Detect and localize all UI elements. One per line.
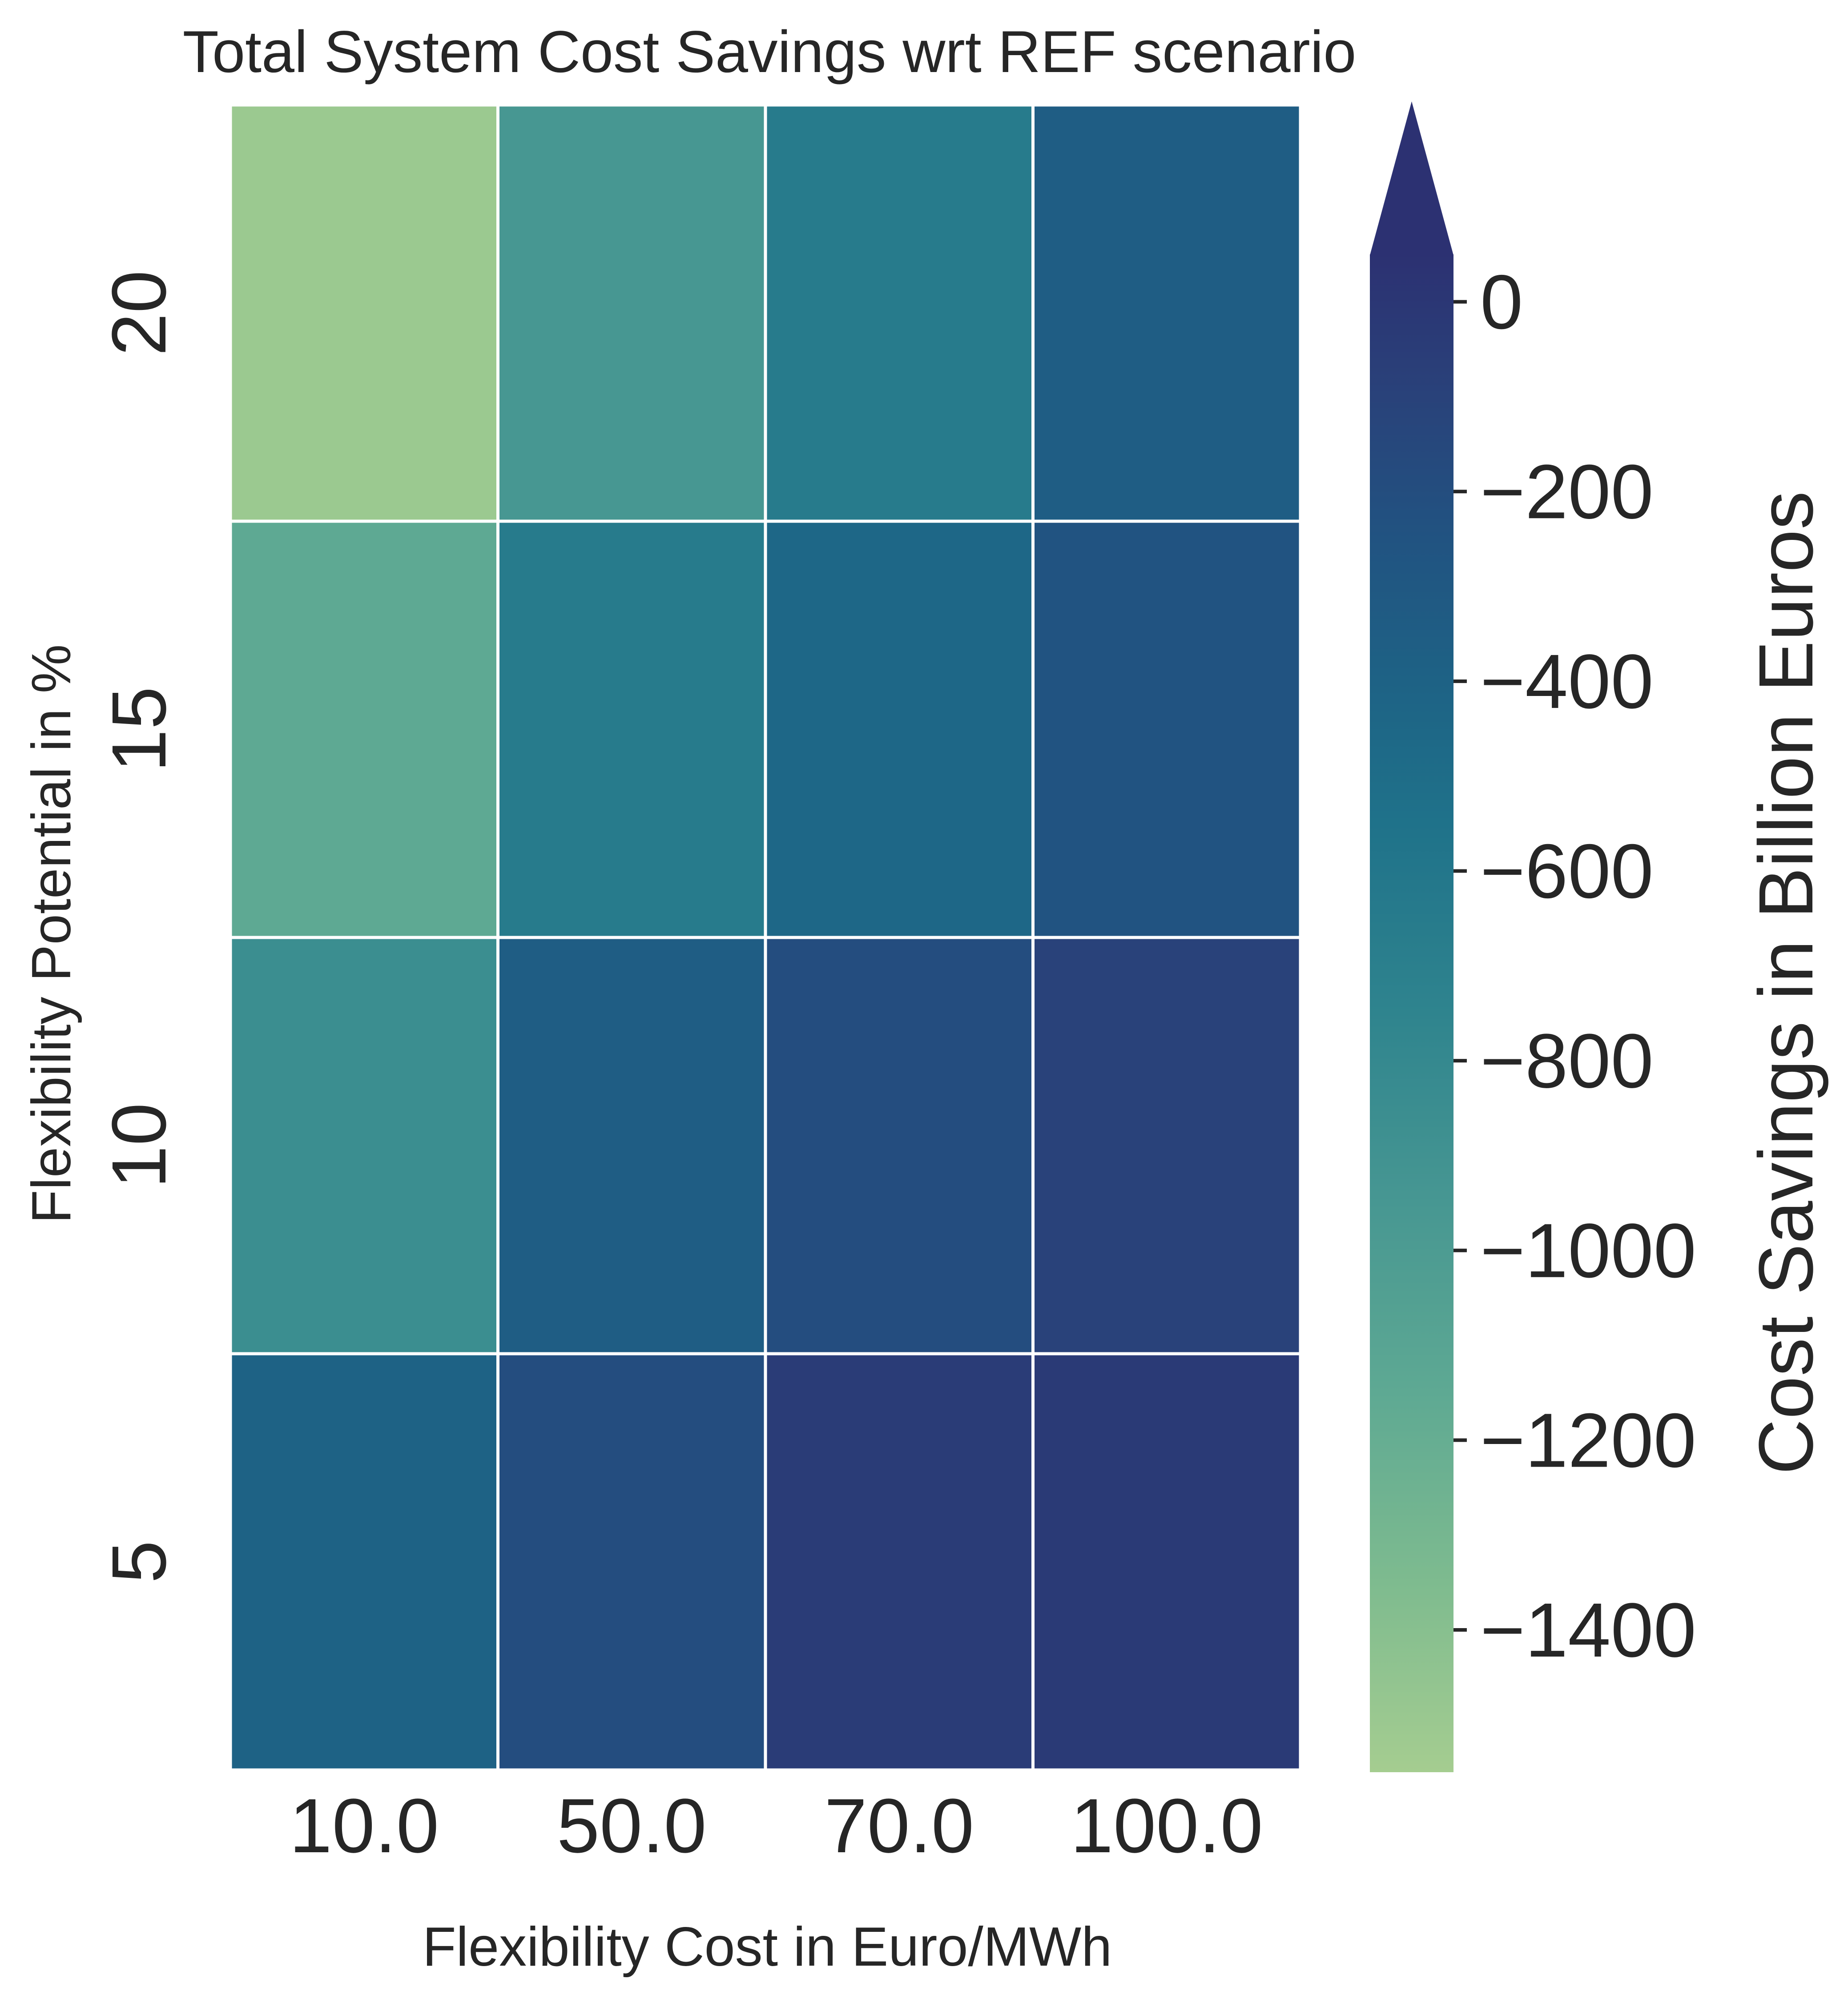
heatmap-cell — [764, 103, 1035, 523]
colorbar-label: Cost Savings in Billion Euros — [1743, 491, 1829, 1475]
y-axis-label: Flexibility Potential in % — [21, 644, 82, 1224]
x-tick-label: 100.0 — [1071, 1782, 1263, 1869]
y-tick-label: 20 — [96, 270, 182, 356]
heatmap-cell — [496, 936, 767, 1355]
colorbar-tick-label: −1400 — [1480, 1587, 1696, 1673]
heatmap-cell — [1031, 103, 1302, 523]
heatmap-cell — [496, 519, 767, 939]
colorbar-tick-label: −200 — [1480, 448, 1654, 535]
x-axis-label: Flexibility Cost in Euro/MWh — [423, 1916, 1112, 1978]
heatmap-cell — [229, 103, 499, 523]
y-tick-labels: 20 15 10 5 — [96, 270, 182, 1583]
x-tick-label: 50.0 — [557, 1782, 707, 1869]
y-tick-label: 15 — [96, 687, 182, 772]
heatmap-cell — [764, 519, 1035, 939]
colorbar: 0 −200 −400 −600 −800 −1000 −1200 −1400 — [1370, 101, 1696, 1772]
heatmap-cell — [496, 1352, 767, 1772]
heatmap-cell — [764, 1352, 1035, 1772]
heatmap-cell — [1031, 519, 1302, 939]
colorbar-ticks: 0 −200 −400 −600 −800 −1000 −1200 −1400 — [1453, 259, 1696, 1673]
x-tick-label: 10.0 — [289, 1782, 439, 1869]
y-tick-label: 5 — [96, 1541, 182, 1583]
heatmap-cell — [229, 519, 499, 939]
heatmap-cell — [496, 103, 767, 523]
chart-title: Total System Cost Savings wrt REF scenar… — [183, 19, 1357, 85]
y-tick-label: 10 — [96, 1103, 182, 1188]
x-tick-label: 70.0 — [824, 1782, 974, 1869]
colorbar-tick-label: −600 — [1480, 828, 1654, 914]
colorbar-tick-label: 0 — [1480, 259, 1523, 345]
x-tick-labels: 10.0 50.0 70.0 100.0 — [289, 1782, 1263, 1869]
colorbar-gradient — [1370, 254, 1453, 1772]
colorbar-tick-label: −400 — [1480, 638, 1654, 724]
heatmap-cell — [1031, 936, 1302, 1355]
colorbar-tick-label: −800 — [1480, 1018, 1654, 1104]
heatmap-cell — [229, 1352, 499, 1772]
colorbar-tick-label: −1000 — [1480, 1207, 1696, 1294]
colorbar-extend-arrow — [1370, 101, 1453, 255]
colorbar-tick-label: −1200 — [1480, 1397, 1696, 1483]
heatmap-cell — [229, 936, 499, 1355]
heatmap-cells — [229, 103, 1302, 1772]
heatmap-cell — [1031, 1352, 1302, 1772]
heatmap-cell — [764, 936, 1035, 1355]
